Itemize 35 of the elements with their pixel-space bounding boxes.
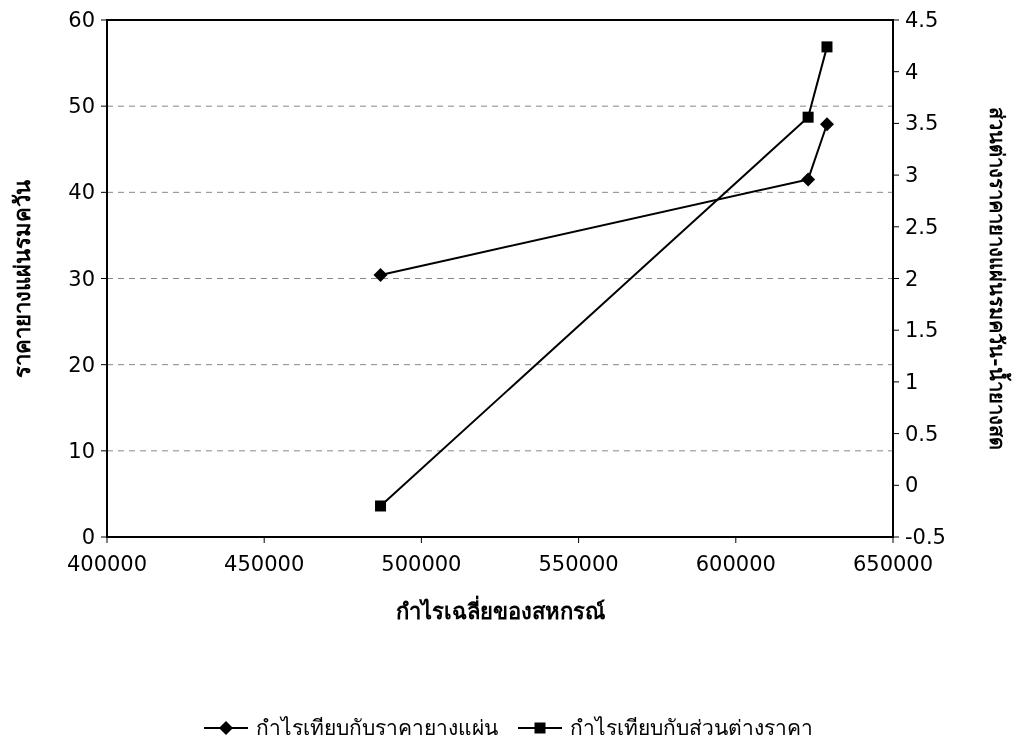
point [375, 500, 387, 512]
y2-tick-label: 1 [905, 369, 919, 394]
legend-label: กำไรเทียบกับราคายางแผ่น [256, 716, 498, 740]
y-tick-label: 30 [68, 266, 95, 291]
legend-label: กำไรเทียบกับส่วนต่างราคา [570, 716, 813, 740]
y-tick-label: 40 [68, 180, 95, 205]
y2-tick-label: 3.5 [905, 111, 939, 136]
y2-tick-label: 2 [905, 266, 919, 291]
x-tick-label: 400000 [66, 552, 148, 576]
x-tick-label: 500000 [381, 552, 462, 576]
y-tick-label: 10 [68, 438, 95, 463]
y2-tick-label: 4.5 [905, 8, 939, 32]
y-axis-title: ราคายางแผ่นรมควัน [10, 179, 35, 378]
y2-tick-label: 3 [905, 163, 919, 188]
y-tick-label: 20 [68, 352, 95, 377]
y2-tick-label: -0.5 [905, 525, 946, 549]
x-tick-label: 550000 [538, 552, 619, 576]
y2-tick-label: 0 [905, 473, 919, 498]
point [821, 41, 833, 53]
y2-tick-label: 4 [905, 59, 919, 84]
y2-tick-label: 0.5 [905, 421, 939, 446]
x-tick-label: 450000 [224, 552, 305, 576]
x-tick-label: 600000 [695, 552, 776, 576]
x-tick-label: 650000 [852, 552, 934, 576]
y2-tick-label: 2.5 [905, 214, 939, 239]
point [819, 117, 834, 132]
y-tick-label: 50 [68, 94, 95, 119]
y2-tick-label: 1.5 [905, 318, 939, 343]
x-axis-title: กำไรเฉลี่ยของสหกรณ์ [395, 595, 605, 624]
point [373, 268, 388, 283]
point [801, 172, 816, 187]
y2-axis-title: ส่วนต่างราคายางแผ่นรมควัน-น้ำยางสด [985, 107, 1012, 450]
y-tick-label: 60 [68, 8, 95, 32]
point [802, 111, 814, 123]
y-tick-label: 0 [81, 525, 95, 549]
